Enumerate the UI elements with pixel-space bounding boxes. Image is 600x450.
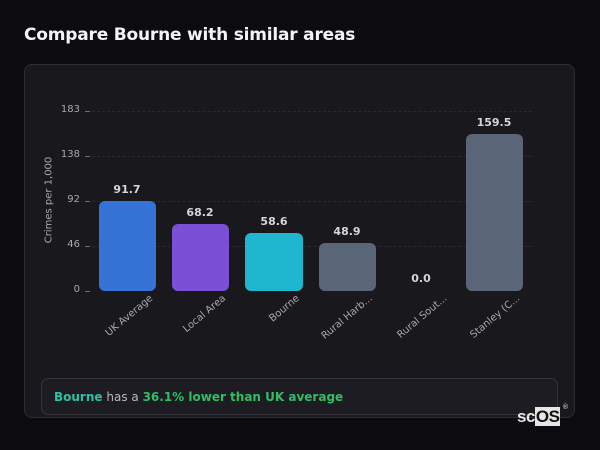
value-label-stanley: 159.5 (476, 116, 512, 129)
bar-rural-harb[interactable] (319, 243, 376, 291)
bar-bourne[interactable] (245, 233, 303, 291)
tick-mark (85, 111, 90, 112)
tick-mark (85, 156, 90, 157)
y-tick-183: 183 (60, 104, 80, 115)
scos-logo: scOS ® (517, 404, 568, 427)
page-title: Compare Bourne with similar areas (24, 25, 356, 45)
bar-local-area[interactable] (172, 224, 229, 291)
logo-boxed: OS (534, 407, 561, 426)
summary-comparison: 36.1% lower than UK average (142, 390, 344, 404)
tick-mark (85, 291, 90, 292)
summary-banner: Bourne has a 36.1% lower than UK average (41, 378, 558, 415)
y-tick-0: 0 (73, 284, 80, 295)
value-label-uk-average: 91.7 (113, 183, 141, 196)
tick-mark (85, 246, 90, 247)
value-label-local-area: 68.2 (186, 206, 214, 219)
tick-mark (85, 201, 90, 202)
value-label-rural-harb: 48.9 (333, 225, 361, 238)
logo-prefix: sc (517, 407, 535, 426)
y-tick-138: 138 (60, 149, 80, 160)
gridline (92, 156, 532, 157)
bar-stanley[interactable] (466, 134, 523, 291)
y-tick-92: 92 (67, 194, 80, 205)
summary-text: has a (102, 390, 143, 404)
registered-mark-icon: ® (562, 404, 568, 411)
gridline (92, 201, 532, 202)
summary-area-name: Bourne (54, 390, 103, 404)
gridline (92, 111, 532, 112)
bar-uk-average[interactable] (99, 201, 156, 291)
value-label-bourne: 58.6 (260, 215, 288, 228)
y-tick-46: 46 (67, 239, 80, 250)
value-label-rural-sout: 0.0 (411, 272, 431, 285)
gridline (92, 246, 532, 247)
